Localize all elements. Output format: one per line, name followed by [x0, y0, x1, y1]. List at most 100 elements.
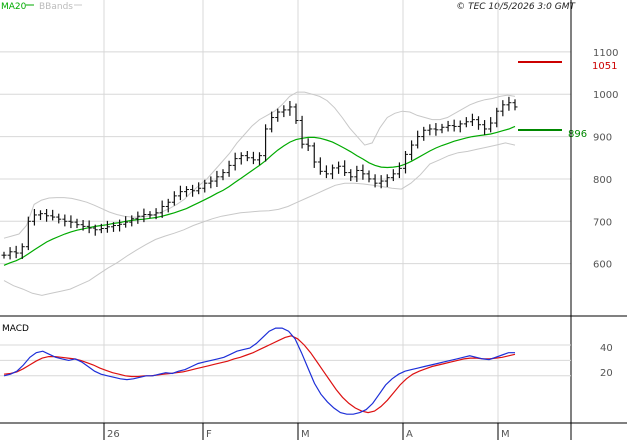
price-bar — [141, 208, 147, 223]
price-bar — [68, 215, 74, 229]
price-bar — [342, 160, 348, 176]
price-bar — [396, 162, 402, 179]
price-bar — [506, 96, 512, 111]
price-bar — [153, 208, 159, 220]
price-bar — [348, 169, 354, 182]
price-bar — [317, 157, 323, 175]
price-panel: 600 700 800 900 1000 1100 1051 896 — [0, 0, 618, 423]
macd-tick-40: 40 — [600, 343, 613, 354]
price-bar — [184, 186, 189, 197]
price-bar — [74, 218, 80, 229]
price-bar — [117, 219, 123, 232]
macd-title: MACD — [2, 324, 29, 334]
price-bar — [50, 209, 56, 221]
price-bar — [281, 105, 287, 118]
price-bar — [159, 200, 165, 218]
price-bar — [232, 152, 238, 171]
date-tick-label: M — [501, 429, 510, 440]
price-bar — [360, 164, 366, 180]
price-bar — [275, 108, 281, 122]
price-bar — [263, 124, 269, 162]
price-bar — [44, 209, 50, 222]
macd-signal-line — [3, 335, 516, 414]
price-bar — [250, 151, 256, 165]
price-bar — [257, 152, 262, 165]
price-bar — [482, 120, 488, 135]
macd-line — [3, 327, 515, 415]
price-bar — [147, 211, 153, 219]
price-axis-labels: 600 700 800 900 1000 1100 — [593, 48, 618, 271]
bollinger-lower-band — [3, 142, 516, 296]
price-bar — [31, 209, 37, 226]
macd-panel: MACD 40 20 — [0, 324, 613, 415]
ma-legend-label: MA20 — [1, 2, 27, 12]
price-bar — [269, 111, 275, 133]
price-tick-label: 1000 — [593, 90, 618, 101]
price-bar — [293, 103, 299, 124]
price-bar — [98, 223, 104, 234]
price-bar — [190, 184, 196, 197]
price-bar — [494, 107, 500, 128]
price-bar — [451, 119, 457, 132]
price-bar — [378, 175, 384, 189]
price-bar — [354, 165, 360, 182]
price-bar — [38, 210, 43, 221]
price-bar — [421, 126, 427, 141]
bollinger-upper-band — [3, 91, 516, 239]
price-bar — [463, 117, 469, 128]
price-bar — [80, 220, 86, 231]
price-bar — [86, 220, 92, 234]
price-tick-label: 800 — [593, 175, 612, 186]
price-bar — [202, 179, 208, 193]
price-bar — [104, 220, 110, 233]
price-bar — [238, 152, 244, 165]
date-tick-label: 26 — [107, 429, 120, 440]
price-bar — [226, 160, 232, 177]
price-bar — [372, 174, 378, 188]
price-bar — [171, 191, 177, 206]
price-bar — [123, 216, 129, 228]
price-bar — [366, 170, 372, 183]
price-bar — [165, 198, 171, 213]
price-bar — [445, 120, 451, 132]
price-bar — [196, 182, 202, 195]
price-bar — [56, 213, 62, 224]
price-bar — [403, 150, 408, 174]
price-bar — [305, 138, 311, 151]
date-tick-label: F — [206, 429, 212, 440]
price-bar — [512, 99, 518, 111]
price-bars — [1, 96, 518, 260]
price-bar — [311, 142, 317, 168]
price-tick-label: 700 — [593, 217, 612, 228]
price-bar — [208, 176, 214, 189]
price-bar — [7, 247, 13, 260]
resistance-label: 1051 — [592, 61, 617, 72]
price-bar — [1, 251, 7, 259]
price-bar — [433, 123, 439, 136]
price-gridlines — [0, 0, 571, 423]
price-bar — [330, 164, 335, 179]
price-bar — [214, 170, 220, 187]
price-bar — [500, 100, 506, 117]
date-tick-label: M — [301, 429, 310, 440]
price-bar — [177, 185, 183, 201]
price-bar — [390, 169, 396, 182]
price-bar — [427, 124, 433, 136]
price-bar — [287, 101, 293, 116]
price-tick-label: 900 — [593, 133, 612, 144]
price-bar — [25, 216, 31, 251]
price-bar — [13, 245, 19, 259]
price-bar — [244, 150, 250, 162]
price-bar — [299, 115, 305, 149]
price-bar — [457, 120, 463, 133]
price-bar — [439, 123, 445, 134]
price-bar — [384, 174, 390, 187]
price-bar — [19, 243, 25, 259]
price-bar — [409, 140, 415, 161]
macd-gridlines — [0, 344, 571, 377]
price-bar — [220, 169, 226, 181]
price-bar — [135, 211, 141, 224]
price-bar — [336, 161, 342, 174]
macd-tick-20: 20 — [600, 368, 613, 379]
